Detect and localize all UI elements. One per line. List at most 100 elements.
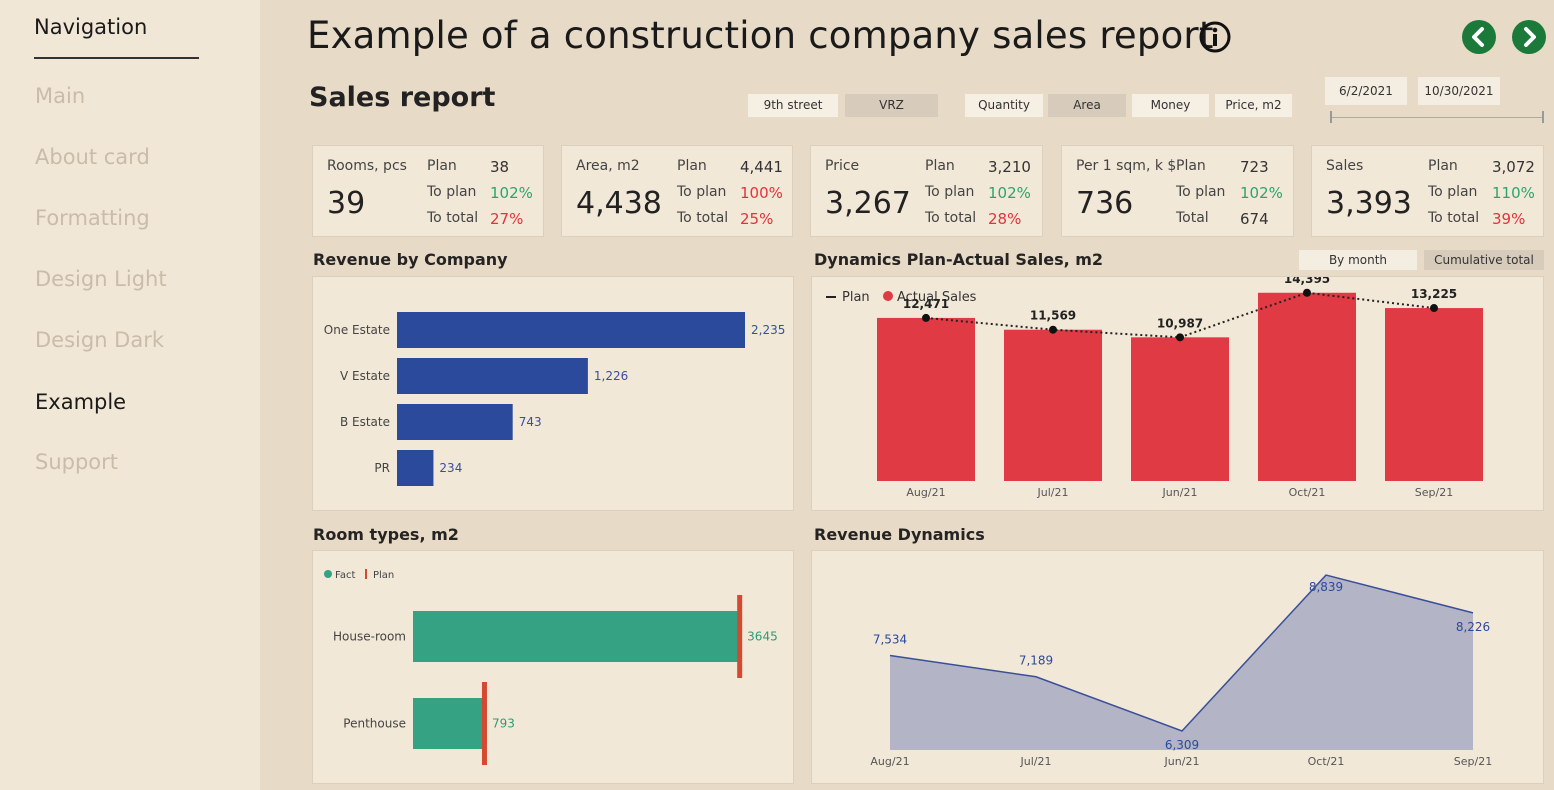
kpi-to-plan-value: 102% bbox=[988, 184, 1031, 202]
legend-fact-label: Fact bbox=[335, 570, 355, 581]
kpi-card-per-sqm: Per 1 sqm, k $ 736 Plan 723 To plan 102%… bbox=[1061, 145, 1294, 237]
kpi-plan-label: Plan bbox=[427, 158, 457, 174]
dynamics-data-label: 11,569 bbox=[1030, 309, 1076, 323]
kpi-to-plan-value: 102% bbox=[1240, 184, 1283, 202]
slicer-metric-quantity[interactable]: Quantity bbox=[965, 94, 1043, 117]
room-bar-label: 3645 bbox=[747, 630, 778, 644]
plan-point bbox=[922, 313, 930, 322]
kpi-to-plan-value: 110% bbox=[1492, 184, 1535, 202]
legend-plan-label: Plan bbox=[842, 290, 870, 305]
legend-plan-label: Plan bbox=[373, 570, 394, 581]
kpi-label: Area, m2 bbox=[576, 158, 640, 174]
kpi-plan-label: Plan bbox=[1176, 158, 1206, 174]
kpi-plan-value: 723 bbox=[1240, 158, 1269, 176]
kpi-label: Sales bbox=[1326, 158, 1364, 174]
room-bar-label: 793 bbox=[492, 717, 515, 731]
kpi-to-plan-label: To plan bbox=[1428, 184, 1478, 200]
kpi-to-plan-label: To plan bbox=[925, 184, 975, 200]
actual-sales-bar bbox=[877, 317, 975, 481]
date-range-handle-end[interactable] bbox=[1542, 111, 1544, 123]
toggle-cumulative-total[interactable]: Cumulative total bbox=[1424, 250, 1544, 270]
actual-sales-bar bbox=[1258, 292, 1356, 481]
dynamics-data-label: 12,471 bbox=[903, 297, 949, 311]
room-category-label: Penthouse bbox=[343, 717, 406, 731]
company-bar bbox=[397, 312, 745, 348]
next-page-button[interactable] bbox=[1512, 20, 1546, 54]
kpi-to-plan-label: To plan bbox=[677, 184, 727, 200]
legend-actual-label: Actual Sales bbox=[897, 290, 977, 305]
kpi-card-price: Price 3,267 Plan 3,210 To plan 102% To t… bbox=[810, 145, 1043, 237]
kpi-value: 3,267 bbox=[825, 186, 911, 221]
nav-divider bbox=[34, 57, 199, 59]
kpi-card-sales: Sales 3,393 Plan 3,072 To plan 110% To t… bbox=[1311, 145, 1544, 237]
kpi-card-area: Area, m2 4,438 Plan 4,441 To plan 100% T… bbox=[561, 145, 793, 237]
kpi-value: 3,393 bbox=[1326, 186, 1412, 221]
revenue-data-label: 8,226 bbox=[1456, 620, 1490, 634]
kpi-plan-value: 3,210 bbox=[988, 158, 1031, 176]
room-fact-bar bbox=[413, 698, 484, 749]
room-types-panel: Fact Plan House-room 3645 Penthouse 793 bbox=[312, 550, 794, 784]
nav-item-design-light[interactable]: Design Light bbox=[35, 267, 167, 291]
kpi-to-total-value: 28% bbox=[988, 210, 1022, 228]
prev-page-button[interactable] bbox=[1462, 20, 1496, 54]
kpi-value: 736 bbox=[1076, 186, 1134, 221]
date-to-input[interactable]: 10/30/2021 bbox=[1418, 77, 1500, 105]
kpi-total-value: 674 bbox=[1240, 210, 1269, 228]
company-bar-label: 2,235 bbox=[751, 323, 785, 337]
dynamics-x-tick: Oct/21 bbox=[1289, 486, 1326, 499]
info-icon[interactable] bbox=[1198, 20, 1232, 54]
kpi-value: 39 bbox=[327, 186, 366, 221]
plan-point bbox=[1430, 304, 1438, 313]
dynamics-data-label: 13,225 bbox=[1411, 287, 1457, 301]
slicer-metric-price[interactable]: Price, m2 bbox=[1215, 94, 1292, 117]
nav-item-support[interactable]: Support bbox=[35, 450, 119, 474]
revenue-data-label: 6,309 bbox=[1165, 738, 1199, 752]
nav-item-about-card[interactable]: About card bbox=[35, 145, 150, 169]
dynamics-chart: Plan Actual Sales Aug/21 Jul/21 Jun/21 Oct/21… bbox=[826, 272, 1483, 499]
slicer-street-9th[interactable]: 9th street bbox=[748, 94, 838, 117]
room-fact-bar bbox=[413, 611, 740, 662]
room-plan-marker bbox=[481, 682, 487, 765]
nav-item-design-dark[interactable]: Design Dark bbox=[35, 328, 165, 352]
company-bar bbox=[397, 358, 588, 394]
room-types-title: Room types, m2 bbox=[313, 525, 459, 544]
company-bar-label: 1,226 bbox=[594, 369, 628, 383]
slicer-street-vrz[interactable]: VRZ bbox=[845, 94, 938, 117]
slicer-metric-area[interactable]: Area bbox=[1048, 94, 1126, 117]
sidebar: Navigation Main About card Formatting De… bbox=[0, 0, 260, 790]
room-category-label: House-room bbox=[333, 630, 406, 644]
revenue-dynamics-title: Revenue Dynamics bbox=[814, 525, 985, 544]
legend-plan-marker bbox=[365, 569, 367, 579]
kpi-plan-label: Plan bbox=[925, 158, 955, 174]
kpi-label: Price bbox=[825, 158, 860, 174]
nav-item-example[interactable]: Example bbox=[35, 390, 127, 414]
chevron-left-icon bbox=[1472, 27, 1484, 47]
kpi-to-plan-value: 100% bbox=[740, 184, 783, 202]
dynamics-x-tick: Jul/21 bbox=[1037, 486, 1069, 499]
kpi-plan-label: Plan bbox=[677, 158, 707, 174]
kpi-plan-value: 38 bbox=[490, 158, 510, 176]
legend-fact-marker bbox=[324, 570, 332, 578]
actual-sales-bar bbox=[1131, 337, 1229, 481]
revenue-by-company-title: Revenue by Company bbox=[313, 250, 508, 269]
revenue-area bbox=[890, 575, 1473, 750]
kpi-plan-label: Plan bbox=[1428, 158, 1458, 174]
legend-actual-marker bbox=[883, 291, 893, 301]
kpi-plan-value: 3,072 bbox=[1492, 158, 1535, 176]
nav-item-formatting[interactable]: Formatting bbox=[35, 206, 150, 230]
company-category-label: One Estate bbox=[324, 323, 390, 337]
kpi-value: 4,438 bbox=[576, 186, 662, 221]
date-range-track[interactable] bbox=[1331, 117, 1544, 118]
revenue-dynamics-chart: 7,534 Aug/21 7,189 Jul/21 6,309 Jun/21 8,839 Oc… bbox=[870, 574, 1492, 768]
dynamics-x-tick: Sep/21 bbox=[1415, 486, 1453, 499]
revenue-by-company-chart: One Estate 2,235 V Estate 1,226 B Estate 743 P… bbox=[324, 312, 785, 486]
slicer-metric-money[interactable]: Money bbox=[1132, 94, 1209, 117]
date-from-input[interactable]: 6/2/2021 bbox=[1325, 77, 1407, 105]
revenue-by-company-panel: One Estate 2,235 V Estate 1,226 B Estate 743 P… bbox=[312, 276, 794, 511]
date-range-handle-start[interactable] bbox=[1330, 111, 1332, 123]
report-subtitle: Sales report bbox=[309, 82, 496, 113]
company-bar-label: 743 bbox=[519, 415, 542, 429]
toggle-by-month[interactable]: By month bbox=[1299, 250, 1417, 270]
plan-point bbox=[1303, 288, 1311, 297]
nav-item-main[interactable]: Main bbox=[35, 84, 86, 108]
